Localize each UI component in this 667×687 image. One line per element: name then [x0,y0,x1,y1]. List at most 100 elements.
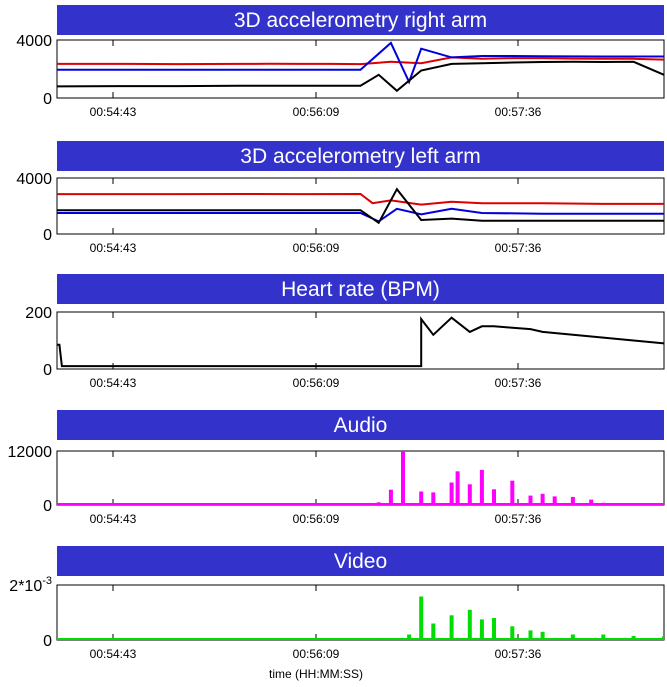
data-point [57,85,58,88]
data-point [377,74,380,76]
data-point [359,63,362,65]
y-tick-label: 0 [43,362,52,379]
data-point [511,61,514,64]
bar [570,496,575,505]
data-point [481,325,483,328]
y-tick-label: 0 [43,633,52,650]
x-tick-label: 00:56:09 [293,105,340,119]
x-tick-label: 00:54:43 [90,105,137,119]
data-point [359,68,362,71]
data-point [632,55,635,58]
data-point [663,212,664,215]
y-tick-label: 4000 [16,171,52,188]
data-point [238,193,240,195]
data-point [481,62,483,64]
bar [479,619,484,640]
data-point [632,61,635,63]
data-point [61,365,63,367]
data-point [57,209,58,211]
bar [376,638,381,640]
data-point [632,58,635,60]
data-point [299,212,301,214]
data-point [572,334,574,336]
bar [376,502,381,505]
series-line [57,192,664,206]
data-point [450,217,453,220]
data-point [177,209,180,211]
data-point [116,365,119,367]
data-point [238,209,240,211]
bar [589,499,594,505]
data-point [450,63,453,65]
data-point [116,85,119,87]
panel-3: Heart rate (BPM) 00:54:43 00:56:09 00:57:36… [25,274,665,390]
data-point [481,212,483,214]
data-point [602,58,605,60]
data-point [511,326,514,329]
bar [492,489,496,505]
data-point [420,318,423,320]
data-point [493,325,495,328]
bar [431,492,436,505]
bar [115,639,120,640]
data-point [420,213,423,216]
data-point [57,63,58,65]
panel-title-band [57,410,664,440]
data-point [572,57,574,60]
data-point [238,365,240,367]
bar [401,451,405,505]
y-tick-label: 2*10-3 [9,575,52,595]
data-point [602,55,605,58]
x-tick-label: 00:54:43 [90,376,137,390]
bar [662,636,664,640]
data-point [177,365,180,367]
data-point [663,342,664,345]
bar [510,626,515,640]
bar [540,493,545,505]
data-point [116,68,119,71]
data-point [663,219,664,222]
data-point [268,85,271,87]
data-point [359,365,362,367]
panel-4: Audio 00:54:43 00:56:09 00:57:36 0 12000 [8,410,665,526]
bar [631,503,636,505]
series-line [57,187,664,225]
data-point [299,63,301,65]
y-tick-label: 0 [43,227,52,244]
bar [358,639,363,640]
data-point [177,212,180,214]
series-group [57,187,664,225]
data-point [177,85,180,87]
panel-title-band [57,141,664,171]
bar [449,615,454,640]
bar [540,631,545,640]
data-point [57,193,58,195]
bar [57,639,59,640]
data-point [329,68,332,71]
bar [467,484,472,505]
data-point [238,85,240,87]
panel-title: 3D accelerometry right arm [234,9,487,32]
data-point [632,339,635,342]
data-point [663,74,664,76]
bar [570,634,575,640]
series-line [57,56,664,66]
data-point [572,55,574,58]
panel-title: Video [334,550,387,573]
x-tick-label: 00:56:09 [293,241,340,255]
data-point [57,68,58,71]
bar [467,609,472,640]
data-point [420,47,423,50]
bar [528,495,533,505]
y-tick-label: 12000 [8,444,53,461]
data-point [116,212,119,214]
plot-area [56,311,665,370]
data-point [268,68,271,71]
series-line [57,316,664,368]
data-point [602,203,605,205]
data-point [541,212,544,215]
data-point [572,61,574,63]
data-point [420,62,423,64]
data-point [602,336,605,339]
